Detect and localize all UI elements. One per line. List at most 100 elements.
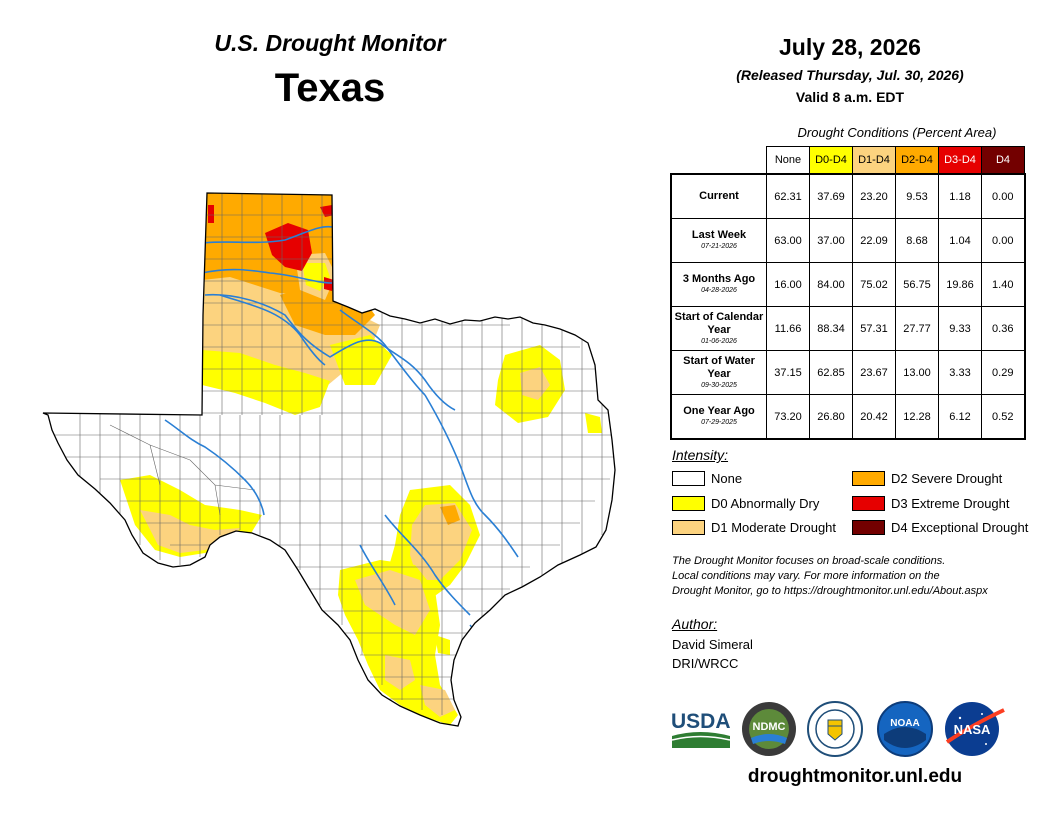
- table-cell: 12.28: [895, 394, 939, 440]
- legend-item-none: None: [672, 471, 742, 486]
- table-row: One Year Ago 07-29-2025 73.20 26.80 20.42 12.…: [670, 394, 1025, 440]
- table-cell: 8.68: [895, 218, 939, 263]
- table-row: Current 62.31 37.69 23.20 9.53 1.18 0.00: [670, 173, 1025, 219]
- note-line: Local conditions may vary. For more info…: [672, 570, 940, 582]
- ndmc-logo-text: NDMC: [753, 721, 786, 733]
- table-cell: 0.52: [981, 394, 1025, 440]
- table-cell: 84.00: [809, 262, 853, 307]
- table-row: Last Week 07-21-2026 63.00 37.00 22.09 8.68 1.…: [670, 218, 1025, 263]
- table-cell: 0.29: [981, 350, 1025, 395]
- table-cell: 3.33: [938, 350, 982, 395]
- release-date: (Released Thursday, Jul. 30, 2026): [736, 67, 964, 83]
- map-date: July 28, 2026: [779, 34, 921, 60]
- note-line: Drought Monitor, go to https://droughtmo…: [672, 585, 988, 597]
- texas-drought-map: [42, 192, 616, 727]
- table-cell: 63.00: [766, 218, 810, 263]
- table-cell: 9.33: [938, 306, 982, 351]
- table-cell: 75.02: [852, 262, 896, 307]
- state-title: Texas: [274, 66, 386, 110]
- table-cell: 88.34: [809, 306, 853, 351]
- table-cell: 37.00: [809, 218, 853, 263]
- table-row: 3 Months Ago 04-28-2026 16.00 84.00 75.02 56.…: [670, 262, 1025, 307]
- table-cell: 22.09: [852, 218, 896, 263]
- row-label: Start of Water Year 09-30-2025: [670, 350, 767, 395]
- table-cell: 11.66: [766, 306, 810, 351]
- map-brand-title: U.S. Drought Monitor: [214, 30, 446, 56]
- drought-stats-table: None D0-D4 D1-D4 D2-D4 D3-D4 D4 Current 6…: [670, 146, 1026, 440]
- table-row: Start of Water Year 09-30-2025 37.15 62.85 2…: [670, 350, 1025, 395]
- table-cell: 16.00: [766, 262, 810, 307]
- legend-title: Intensity:: [672, 447, 729, 463]
- row-date: 07-29-2025: [701, 419, 737, 426]
- table-cell: 37.15: [766, 350, 810, 395]
- table-cell: 20.42: [852, 394, 896, 440]
- table-cell: 73.20: [766, 394, 810, 440]
- legend-item-d0: D0 Abnormally Dry: [672, 496, 819, 511]
- row-label-text: Current: [699, 190, 739, 202]
- legend-swatch: [672, 496, 705, 511]
- row-date: 07-21-2026: [701, 243, 737, 250]
- table-cell: 37.69: [809, 173, 853, 219]
- legend-label: D4 Exceptional Drought: [891, 520, 1029, 535]
- col-header-d0-d4: D0-D4: [809, 146, 853, 175]
- author-heading: Author:: [672, 616, 718, 632]
- legend-label: D2 Severe Drought: [891, 471, 1003, 486]
- nasa-logo-text: NASA: [954, 722, 991, 737]
- doc-seal-logo: [807, 701, 863, 757]
- usda-logo-text: USDA: [671, 710, 731, 733]
- table-cell: 1.40: [981, 262, 1025, 307]
- row-label: Last Week 07-21-2026: [670, 218, 767, 263]
- legend-swatch: [852, 471, 885, 486]
- website-link[interactable]: droughtmonitor.unl.edu: [747, 766, 963, 787]
- table-cell: 1.04: [938, 218, 982, 263]
- table-cell: 0.00: [981, 218, 1025, 263]
- legend-label: None: [711, 471, 743, 486]
- row-label-text: One Year Ago: [683, 405, 755, 417]
- valid-time: Valid 8 a.m. EDT: [795, 89, 905, 105]
- table-cell: 0.36: [981, 306, 1025, 351]
- row-date: 01-06-2026: [701, 337, 737, 345]
- table-cell: 26.80: [809, 394, 853, 440]
- note-line: The Drought Monitor focuses on broad-sca…: [672, 555, 946, 567]
- row-label-text: Last Week: [691, 229, 747, 241]
- table-cell: 62.85: [809, 350, 853, 395]
- legend-label: D0 Abnormally Dry: [711, 496, 820, 511]
- legend-item-d4: D4 Exceptional Drought: [852, 520, 1028, 535]
- table-cell: 13.00: [895, 350, 939, 395]
- legend-label: D1 Moderate Drought: [711, 520, 837, 535]
- table-cell: 19.86: [938, 262, 982, 307]
- disclaimer-note: The Drought Monitor focuses on broad-sca…: [672, 554, 1042, 599]
- legend-swatch: [852, 520, 885, 535]
- col-header-none: None: [766, 146, 810, 175]
- row-label: Start of Calendar Year 01-06-2026: [670, 306, 767, 351]
- legend-swatch: [672, 471, 705, 486]
- table-caption: Drought Conditions (Percent Area): [797, 125, 997, 140]
- col-header-d2-d4: D2-D4: [895, 146, 939, 175]
- table-cell: 27.77: [895, 306, 939, 351]
- row-label: One Year Ago 07-29-2025: [670, 394, 767, 440]
- table-cell: 57.31: [852, 306, 896, 351]
- table-row: Start of Calendar Year 01-06-2026 11.66 88.…: [670, 306, 1025, 351]
- table-cell: 9.53: [895, 173, 939, 219]
- ndmc-logo: NDMC: [742, 702, 796, 756]
- legend-swatch: [672, 520, 705, 535]
- legend-label: D3 Extreme Drought: [891, 496, 1010, 511]
- col-header-d4: D4: [981, 146, 1025, 175]
- row-date: 09-30-2025: [701, 381, 737, 389]
- legend-item-d3: D3 Extreme Drought: [852, 496, 1010, 511]
- table-cell: 1.18: [938, 173, 982, 219]
- author-name: David Simeral: [672, 637, 753, 652]
- table-cell: 62.31: [766, 173, 810, 219]
- row-label-text: Start of Calendar Year: [674, 310, 764, 336]
- row-label-text: Start of Water Year: [683, 354, 755, 380]
- table-body: Current 62.31 37.69 23.20 9.53 1.18 0.00 Last W…: [670, 173, 1025, 440]
- row-date: 04-28-2026: [701, 287, 737, 294]
- nasa-logo: NASA: [945, 702, 1005, 756]
- row-label: 3 Months Ago 04-28-2026: [670, 262, 767, 307]
- table-cell: 23.20: [852, 173, 896, 219]
- table-cell: 6.12: [938, 394, 982, 440]
- col-header-d1-d4: D1-D4: [852, 146, 896, 175]
- col-header-d3-d4: D3-D4: [938, 146, 982, 175]
- table-header-row: None D0-D4 D1-D4 D2-D4 D3-D4 D4: [671, 146, 1025, 175]
- noaa-logo-text: NOAA: [890, 718, 919, 729]
